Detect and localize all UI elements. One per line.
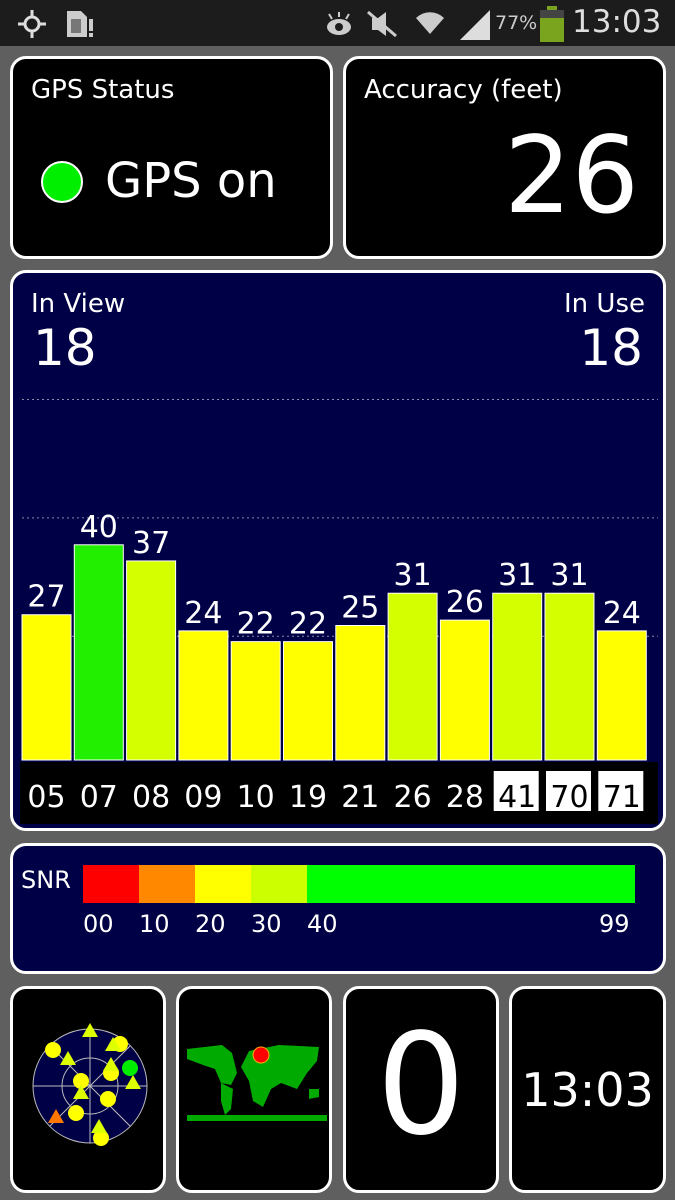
accuracy-panel: Accuracy (feet) 26	[343, 56, 666, 259]
gps-status-panel: GPS Status GPS on	[10, 56, 333, 259]
eye-icon	[327, 12, 351, 35]
signal-icon	[460, 10, 490, 40]
satellite-id-label: 10	[237, 780, 275, 815]
bar-70	[544, 592, 595, 761]
in-view-label: In View	[31, 289, 126, 319]
satellite-id-label: 05	[27, 780, 65, 815]
satellite-id-label: 71	[603, 780, 641, 815]
bar-07	[73, 544, 124, 761]
satellite-id-label: 08	[132, 780, 170, 815]
sky-view-tile[interactable]	[10, 986, 166, 1193]
bar-value-label: 31	[394, 558, 432, 593]
snr-ticks: 00 10 20 30 40 99	[83, 910, 643, 940]
bar-10	[230, 641, 281, 761]
bar-09	[178, 630, 229, 761]
satellite-id-label: 07	[80, 780, 118, 815]
in-use-value: 18	[579, 319, 643, 377]
bar-28	[439, 619, 490, 761]
bar-08	[126, 560, 177, 761]
bar-value-label: 31	[498, 558, 536, 593]
snr-tick: 40	[307, 910, 338, 938]
satellite-id-label: 70	[550, 780, 588, 815]
sim-alert-icon	[67, 11, 93, 37]
snr-segment	[83, 865, 139, 903]
highlight-box	[546, 771, 591, 811]
bar-26	[387, 592, 438, 761]
accuracy-title: Accuracy (feet)	[364, 75, 563, 105]
bar-19	[283, 641, 333, 761]
count-tile[interactable]: 0	[343, 986, 499, 1193]
snr-bar-chart: 27 05 40 07 37 08 24 09 22 10 22 19 25 21 31 26 26 28 31 41…	[20, 399, 658, 824]
highlight-box	[598, 771, 644, 811]
snr-tick: 10	[139, 910, 170, 938]
bar-value-label: 24	[184, 596, 222, 631]
snr-scale	[83, 865, 635, 903]
mute-icon	[367, 10, 397, 38]
snr-tick: 99	[599, 910, 630, 938]
clock-tile[interactable]: 13:03	[509, 986, 666, 1193]
satellite-id-label: 21	[341, 780, 379, 815]
snr-segment	[195, 865, 251, 903]
snr-segment	[307, 865, 635, 903]
bar-71	[596, 630, 647, 761]
satellite-id-label: 19	[289, 780, 327, 815]
snr-tick: 30	[251, 910, 282, 938]
snr-tick: 20	[195, 910, 226, 938]
bar-value-label: 27	[27, 580, 65, 615]
battery-icon	[540, 6, 564, 42]
gps-status-value: GPS on	[105, 153, 277, 209]
gps-icon	[18, 10, 46, 38]
sky-plot-icon	[32, 1023, 148, 1146]
bar-value-label: 31	[550, 558, 588, 593]
snr-legend-panel: SNR 00 10 20 30 40 99	[10, 843, 666, 974]
satellite-id-label: 28	[446, 780, 484, 815]
gps-indicator-icon	[41, 161, 83, 203]
bar-value-label: 24	[603, 596, 641, 631]
snr-label: SNR	[21, 866, 71, 894]
accuracy-value: 26	[504, 114, 639, 237]
gps-status-title: GPS Status	[31, 75, 175, 105]
clock-value: 13:03	[521, 1063, 654, 1117]
bar-value-label: 26	[446, 585, 484, 620]
bar-41	[492, 592, 543, 761]
battery-percent: 77%	[495, 12, 538, 34]
bar-05	[21, 614, 72, 761]
wifi-icon	[416, 12, 444, 34]
bar-21	[335, 625, 386, 761]
in-view-value: 18	[33, 319, 97, 377]
snr-tick: 00	[83, 910, 114, 938]
count-value: 0	[376, 1004, 466, 1167]
bar-value-label: 22	[289, 607, 327, 642]
satellite-id-label: 09	[184, 780, 222, 815]
satellite-panel: In View 18 In Use 18 27 05 40 07 37 08 24 09 22 1…	[10, 270, 666, 831]
satellite-id-label: 26	[394, 780, 432, 815]
snr-segment	[251, 865, 307, 903]
snr-segment	[139, 865, 195, 903]
bar-value-label: 25	[341, 591, 379, 626]
world-map-icon	[187, 1045, 327, 1121]
highlight-box	[493, 771, 539, 811]
world-map-tile[interactable]	[176, 986, 332, 1193]
satellite-id-label: 41	[498, 780, 536, 815]
bar-value-label: 40	[80, 510, 118, 545]
bar-value-label: 37	[132, 526, 170, 561]
status-time: 13:03	[572, 4, 662, 40]
in-use-label: In Use	[564, 289, 645, 319]
status-bar: 77% 13:03	[0, 0, 675, 46]
bar-value-label: 22	[237, 607, 275, 642]
